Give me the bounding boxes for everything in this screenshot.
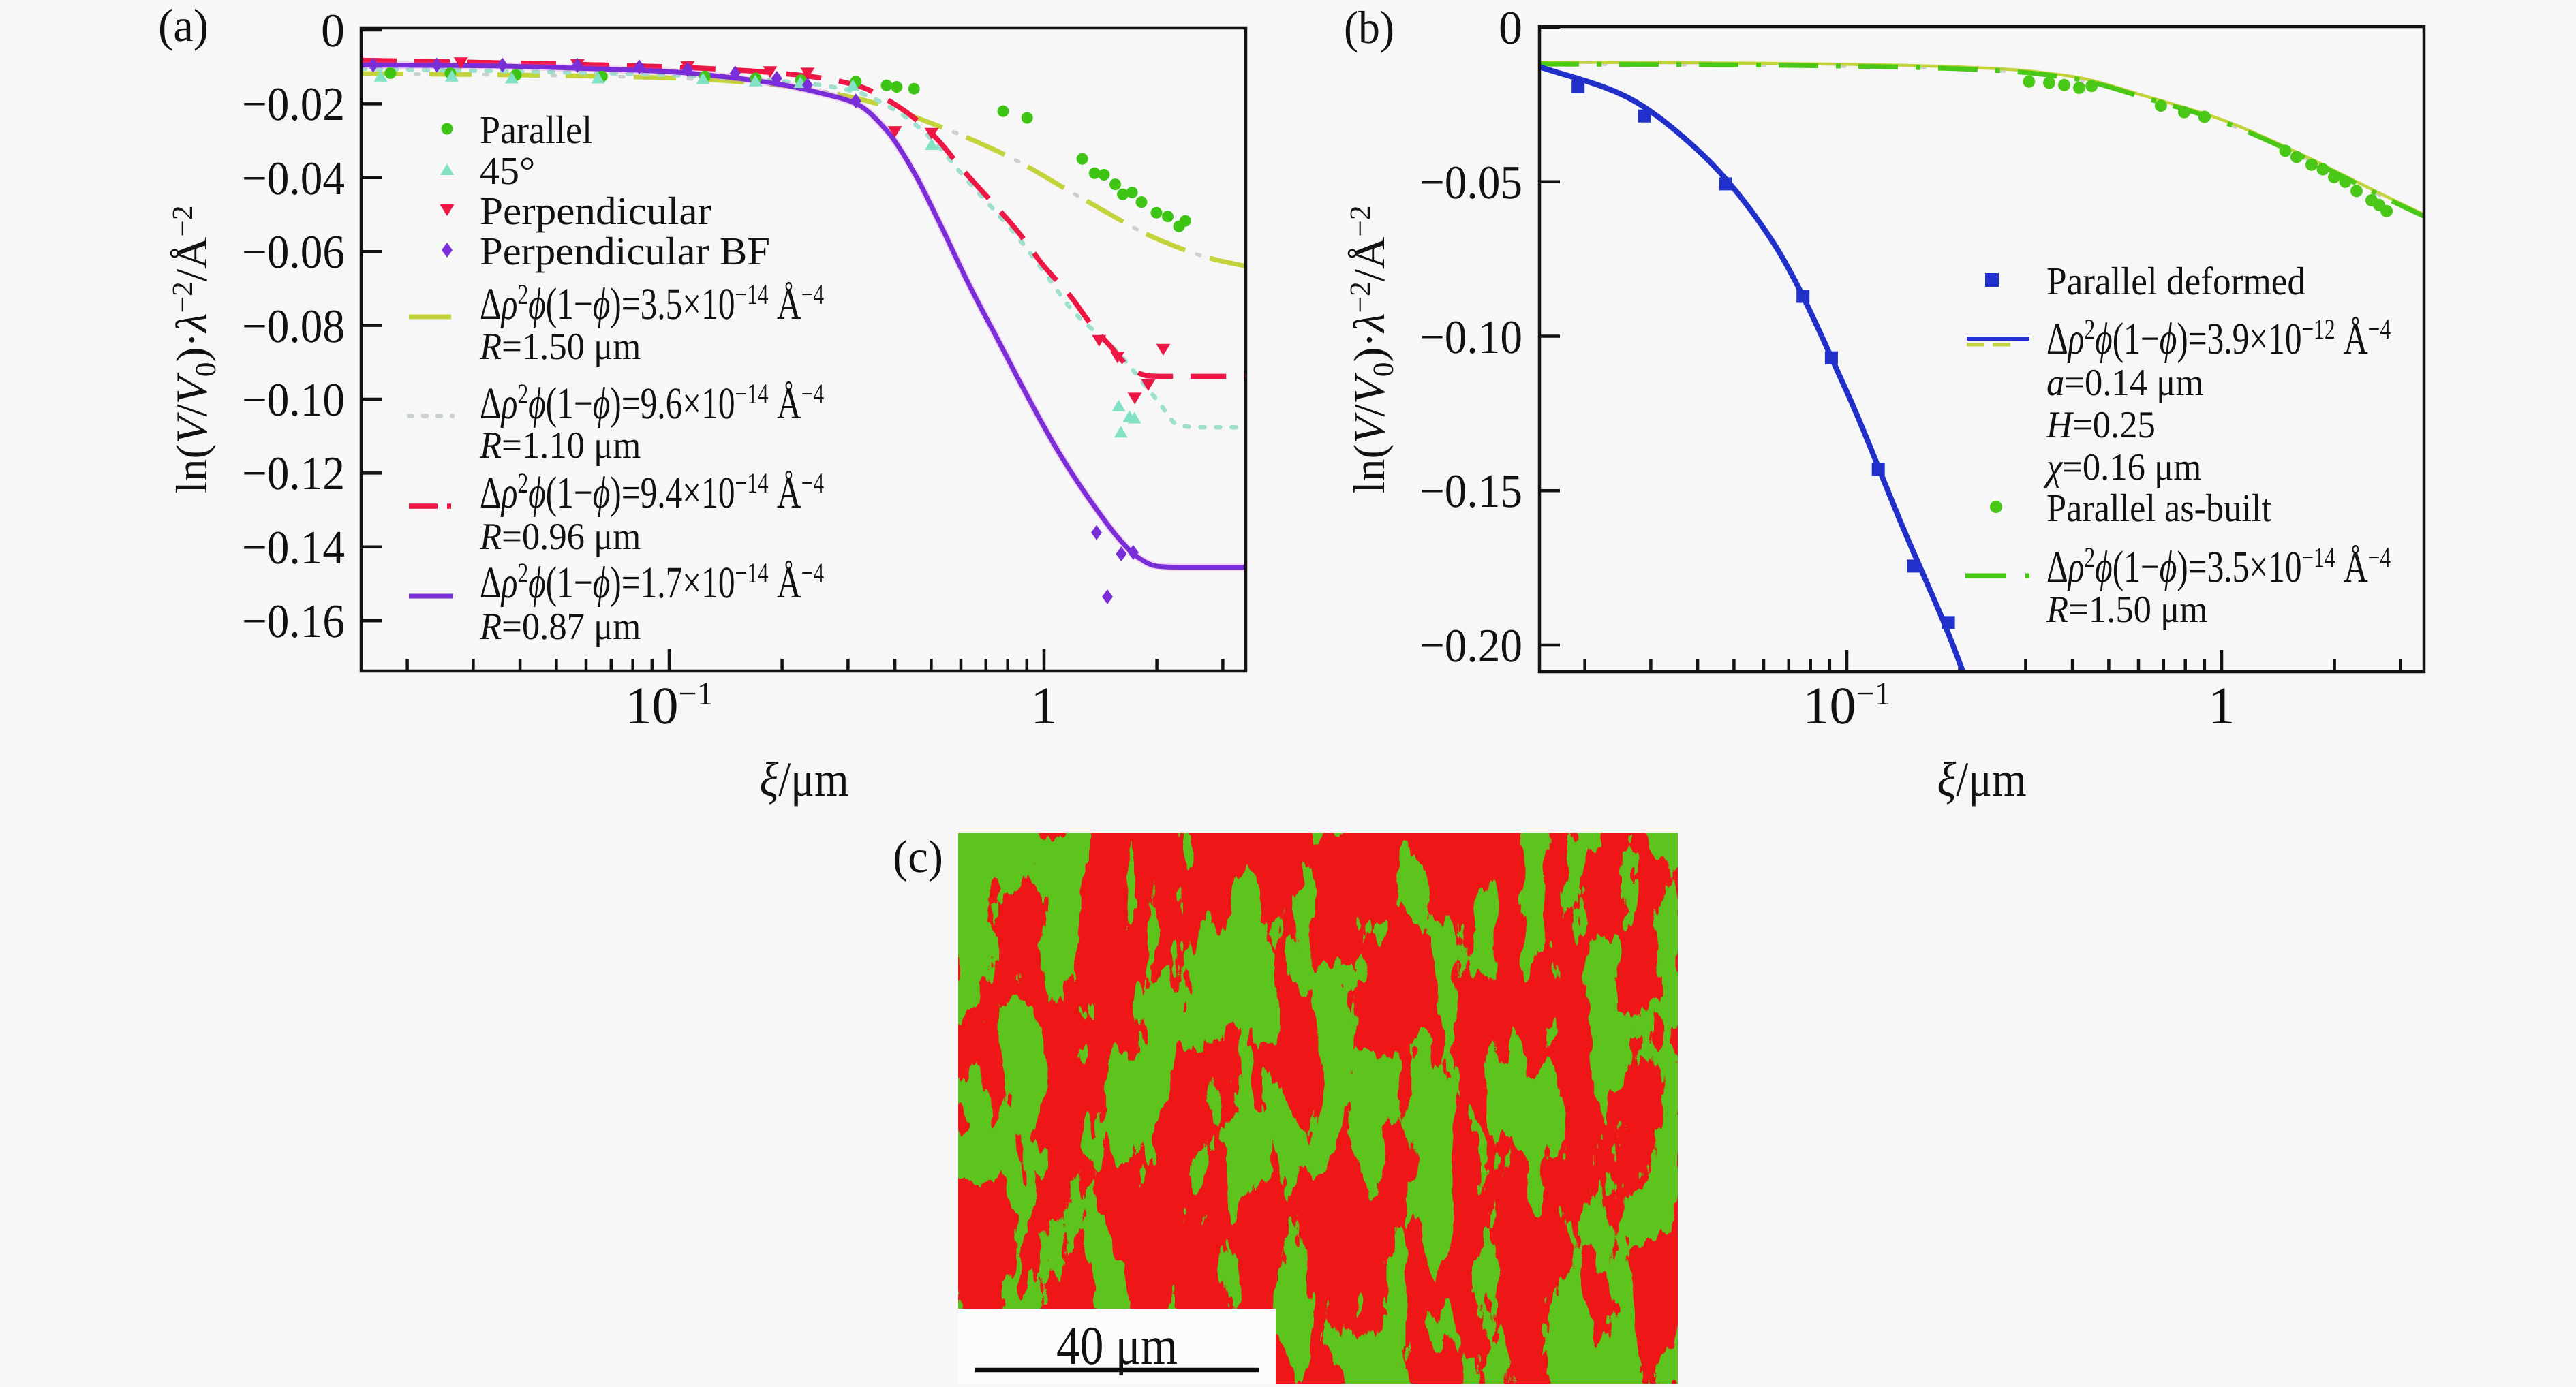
svg-text:Perpendicular BF: Perpendicular BF — [480, 229, 770, 273]
svg-text:45°: 45° — [480, 149, 535, 193]
svg-text:−0.20: −0.20 — [1420, 620, 1522, 672]
svg-text:Parallel as-built: Parallel as-built — [2046, 486, 2271, 530]
svg-text:−0.10: −0.10 — [242, 374, 345, 426]
svg-text:Δρ2ϕ(1−ϕ)=3.9×10−12 Å−4: Δρ2ϕ(1−ϕ)=3.9×10−12 Å−4 — [2046, 314, 2391, 364]
svg-text:Δρ2ϕ(1−ϕ)=3.5×10−14 Å−4: Δρ2ϕ(1−ϕ)=3.5×10−14 Å−4 — [480, 279, 824, 329]
svg-text:0: 0 — [321, 5, 345, 57]
svg-text:−0.05: −0.05 — [1420, 157, 1522, 209]
svg-text:10−1: 10−1 — [1803, 676, 1890, 735]
svg-text:R=0.96 μm: R=0.96 μm — [479, 516, 641, 558]
svg-text:Δρ2ϕ(1−ϕ)=1.7×10−14 Å−4: Δρ2ϕ(1−ϕ)=1.7×10−14 Å−4 — [480, 558, 824, 608]
svg-text:−0.10: −0.10 — [1420, 311, 1522, 364]
svg-text:R=1.50 μm: R=1.50 μm — [479, 326, 641, 368]
svg-text:0: 0 — [1499, 2, 1522, 54]
svg-text:−0.02: −0.02 — [242, 78, 345, 131]
svg-text:−0.15: −0.15 — [1420, 465, 1522, 518]
svg-text:−0.06: −0.06 — [242, 226, 345, 279]
svg-text:R=1.50 μm: R=1.50 μm — [2046, 589, 2207, 631]
svg-text:−0.04: −0.04 — [242, 153, 345, 205]
svg-text:ξ/μm: ξ/μm — [759, 752, 848, 807]
svg-text:Δρ2ϕ(1−ϕ)=9.4×10−14 Å−4: Δρ2ϕ(1−ϕ)=9.4×10−14 Å−4 — [480, 468, 824, 518]
svg-text:Perpendicular: Perpendicular — [480, 189, 711, 233]
svg-text:Parallel: Parallel — [480, 108, 592, 152]
svg-text:ξ/μm: ξ/μm — [1937, 752, 2026, 807]
svg-text:−0.14: −0.14 — [242, 522, 345, 574]
svg-text:(b): (b) — [1344, 1, 1394, 53]
svg-text:ln(V/V0)·λ−2/Å−2: ln(V/V0)·λ−2/Å−2 — [167, 205, 222, 493]
svg-text:R=0.87 μm: R=0.87 μm — [479, 606, 641, 648]
svg-text:(a): (a) — [158, 0, 209, 51]
svg-text:ln(V/V0)·λ−2/Å−2: ln(V/V0)·λ−2/Å−2 — [1345, 205, 1400, 493]
svg-text:1: 1 — [2209, 676, 2235, 735]
svg-text:−0.08: −0.08 — [242, 300, 345, 353]
svg-text:(c): (c) — [893, 830, 943, 882]
svg-text:χ=0.16 μm: χ=0.16 μm — [2043, 446, 2201, 488]
svg-text:H=0.25: H=0.25 — [2046, 404, 2156, 446]
svg-text:Parallel deformed: Parallel deformed — [2046, 259, 2305, 303]
svg-text:−0.16: −0.16 — [242, 595, 345, 648]
svg-text:−0.12: −0.12 — [242, 448, 345, 500]
svg-text:R=1.10 μm: R=1.10 μm — [479, 424, 641, 467]
svg-text:Δρ2ϕ(1−ϕ)=3.5×10−14 Å−4: Δρ2ϕ(1−ϕ)=3.5×10−14 Å−4 — [2046, 542, 2391, 592]
svg-text:Δρ2ϕ(1−ϕ)=9.6×10−14 Å−4: Δρ2ϕ(1−ϕ)=9.6×10−14 Å−4 — [480, 379, 824, 428]
svg-text:a=0.14 μm: a=0.14 μm — [2046, 362, 2203, 404]
svg-text:40 μm: 40 μm — [1056, 1316, 1178, 1376]
svg-text:1: 1 — [1031, 676, 1058, 735]
